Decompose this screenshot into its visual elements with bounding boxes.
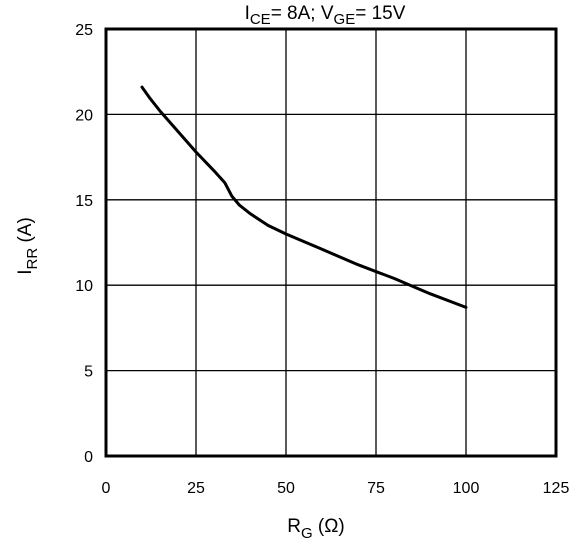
y-tick-label: 25: [75, 22, 93, 39]
series-line: [140, 85, 468, 309]
x-tick-label: 125: [543, 480, 570, 497]
plot-frame: [104, 27, 558, 458]
y-axis-label-rest: (A): [15, 217, 36, 248]
y-tick-labels: 0 5 10 15 20 25: [75, 22, 93, 466]
x-tick-label: 100: [453, 480, 480, 497]
x-axis-label: RG (Ω): [287, 516, 345, 542]
x-tick-label: 0: [102, 480, 111, 497]
x-axis-label-rest: (Ω): [313, 516, 345, 537]
x-tick-label: 50: [277, 480, 295, 497]
x-axis-label-sub: G: [301, 525, 313, 542]
y-tick-label: 15: [75, 193, 93, 210]
y-axis-label-sub: RR: [24, 248, 41, 270]
title-part1-rest: = 8A; V: [271, 3, 334, 24]
x-axis-label-main: R: [287, 516, 301, 537]
grid: [106, 29, 556, 456]
title-part2-rest: = 15V: [355, 3, 406, 24]
chart-title: ICE= 8A; VGE= 15V: [245, 3, 406, 28]
x-tick-label: 75: [367, 480, 385, 497]
y-tick-label: 0: [84, 449, 93, 466]
y-tick-label: 10: [75, 278, 93, 295]
y-axis-label-main: I: [15, 270, 36, 275]
title-part1-main: I: [245, 3, 250, 24]
x-tick-label: 25: [187, 480, 205, 497]
x-tick-labels: 0 25 50 75 100 125: [102, 480, 570, 497]
y-axis-label: IRR (A): [15, 217, 41, 275]
title-part1-sub: CE: [250, 11, 271, 28]
y-tick-label: 20: [75, 107, 93, 124]
title-part2-sub: GE: [334, 11, 356, 28]
y-tick-label: 5: [84, 364, 93, 381]
